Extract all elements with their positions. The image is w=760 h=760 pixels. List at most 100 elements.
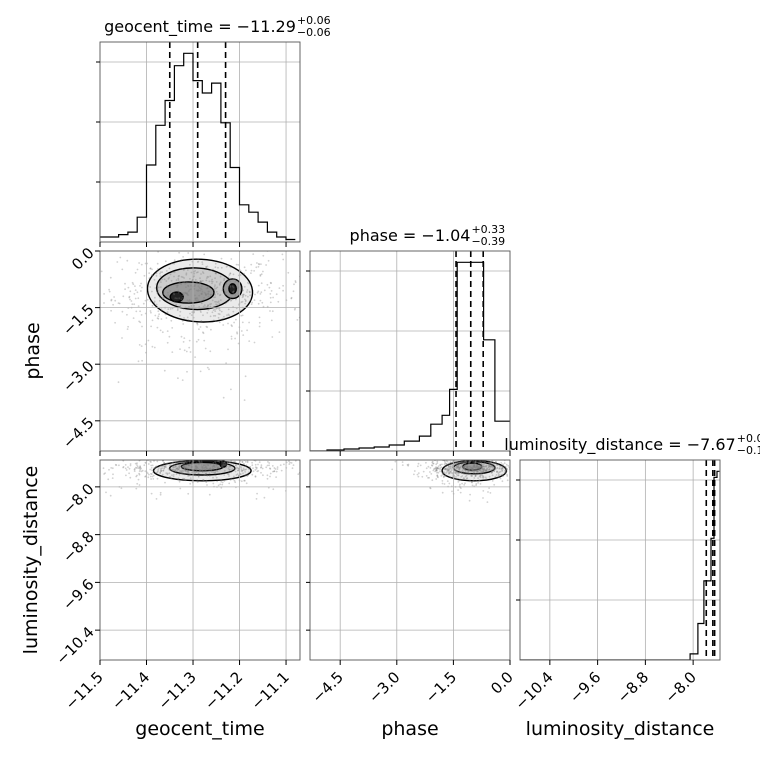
sample-point [478,469,480,471]
sample-point [203,304,206,306]
sample-point [259,299,262,302]
sample-point [506,473,508,476]
sample-point [165,317,168,319]
sample-point [448,463,450,466]
sample-point [474,461,477,463]
sample-point [86,473,88,475]
sample-point [229,293,232,296]
sample-point [157,467,160,469]
sample-point [268,462,271,464]
sample-point [232,464,235,467]
sample-point [461,470,463,473]
sample-point [219,483,222,486]
sample-point [292,290,295,293]
sample-point [463,466,466,469]
sample-point [220,473,222,476]
sample-point [187,464,190,466]
sample-point [179,232,181,234]
sample-point [181,320,184,322]
sample-point [232,461,235,463]
sample-point [122,295,125,298]
tick-label-phase: 0.0 [68,244,98,274]
sample-point [176,286,178,288]
sample-point [221,465,224,468]
sample-point [134,285,136,287]
sample-point [131,281,134,284]
sample-point [132,317,135,319]
sample-point [215,456,217,458]
sample-point [167,294,170,296]
sample-point [203,253,206,256]
sample-point [426,457,428,459]
sample-point [240,314,243,317]
sample-point [199,289,202,292]
sample-point [157,458,159,460]
sample-point [201,469,204,472]
sample-point [159,279,162,282]
sample-point [93,466,95,468]
sample-point [224,458,226,460]
sample-point [51,269,53,271]
sample-point [482,468,485,471]
sample-point [166,473,169,476]
sample-point [214,296,217,298]
sample-point [234,481,237,484]
sample-point [252,253,255,256]
sample-point [218,282,221,285]
sample-point [195,289,198,292]
sample-point [206,312,209,314]
sample-point [441,482,444,485]
sample-point [232,291,235,293]
sample-point [484,470,487,472]
sample-point [244,469,246,471]
sample-point [173,271,176,274]
sample-point [233,479,236,482]
sample-point [131,303,134,306]
sample-point [185,292,188,295]
sample-point [433,468,435,471]
sample-point [220,465,223,468]
sample-point [162,297,165,299]
sample-point [156,317,159,319]
sample-point [216,286,219,289]
sample-point [183,465,186,468]
sample-point [474,470,476,473]
sample-point [217,301,219,304]
sample-point [470,467,472,470]
sample-point [179,465,182,468]
sample-point [150,311,152,314]
sample-point [356,462,358,464]
sample-point [217,316,220,319]
sample-point [231,461,233,463]
sample-point [477,468,480,470]
sample-point [490,469,493,472]
sample-point [259,274,262,276]
sample-point [187,301,190,304]
sample-point [492,468,495,470]
sample-point [157,286,160,289]
sample-point [221,481,224,484]
sample-point [227,313,230,316]
sample-point [211,467,214,470]
sample-point [455,473,458,476]
sample-point [474,475,477,477]
sample-point [256,470,259,473]
sample-point [191,461,193,464]
sample-point [204,473,207,475]
sample-point [451,462,454,465]
sample-point [217,460,220,463]
sample-point [270,282,272,285]
sample-point [503,471,506,474]
sample-point [214,472,217,475]
sample-point [440,475,443,477]
sample-point [480,455,482,457]
sample-point [466,466,468,469]
sample-point [200,320,203,322]
sample-point [425,461,427,464]
sample-point [212,464,215,467]
sample-point [184,467,186,469]
tick-label-phase: −1.5 [59,301,97,339]
sample-point [431,456,433,458]
sample-point [209,470,212,472]
sample-point [472,470,475,473]
